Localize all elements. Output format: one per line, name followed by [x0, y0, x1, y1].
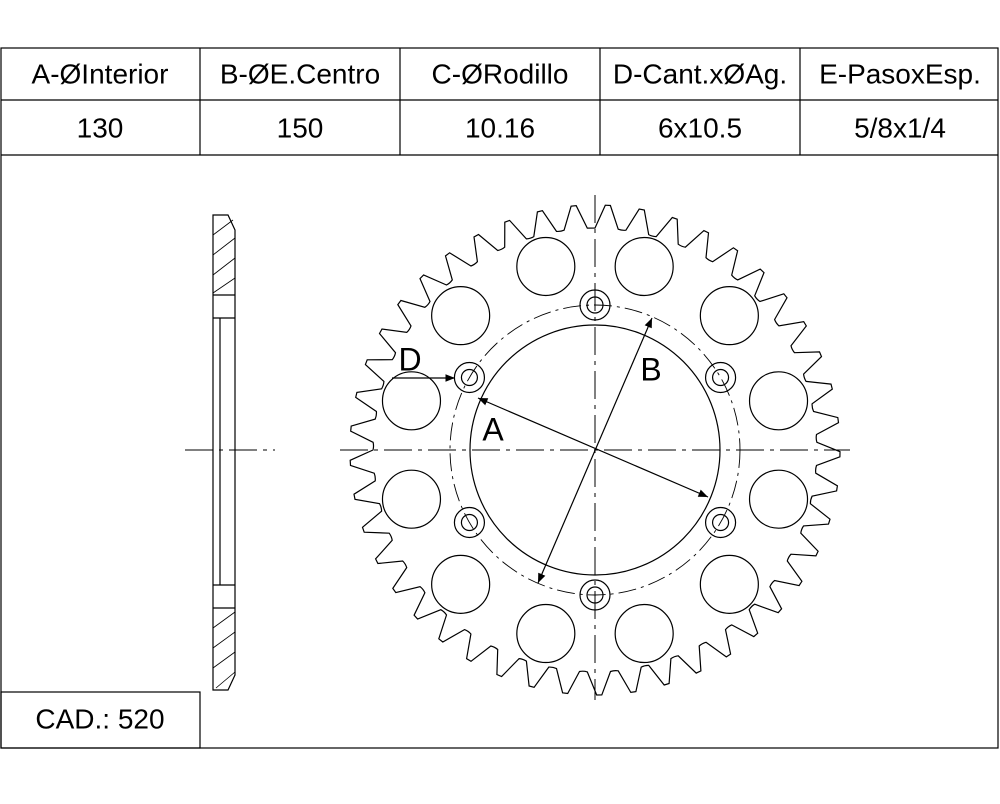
- lightening-hole: [748, 469, 809, 529]
- lightening-hole: [431, 554, 491, 614]
- bolt-hole: [586, 586, 604, 604]
- bolt-hole: [460, 368, 479, 387]
- label-d: D: [398, 341, 421, 377]
- bolt-circle: [449, 304, 741, 596]
- side-view: [212, 214, 236, 691]
- lightening-hole: [699, 554, 759, 614]
- bolt-boss: [704, 506, 737, 539]
- lightening-hole: [516, 603, 576, 664]
- lightening-hole: [614, 603, 674, 664]
- label-a: A: [482, 411, 504, 447]
- label-b: B: [640, 351, 661, 387]
- bolt-boss: [453, 506, 486, 539]
- header-cell: A-ØInterior: [32, 58, 169, 89]
- header-cell: B-ØE.Centro: [220, 58, 380, 89]
- header-cell: E-PasoxEsp.: [819, 58, 981, 89]
- value-cell: 10.16: [465, 112, 535, 143]
- bolt-hole: [586, 296, 604, 314]
- lightening-hole: [381, 469, 442, 529]
- lightening-hole: [431, 286, 491, 346]
- bolt-hole: [711, 513, 730, 532]
- header-cell: C-ØRodillo: [432, 58, 569, 89]
- header-cell: D-Cant.xØAg.: [613, 58, 787, 89]
- lightening-hole: [699, 286, 759, 346]
- lightening-hole: [516, 236, 576, 297]
- bolt-boss: [704, 361, 737, 394]
- frame: [0, 47, 999, 749]
- dimension-lines: [392, 317, 709, 584]
- cad-label: CAD.: 520: [35, 703, 164, 734]
- sprocket-outline: [349, 204, 841, 696]
- lightening-hole: [381, 371, 442, 431]
- spec-table: A-ØInterior B-ØE.Centro C-ØRodillo D-Cant.x…: [32, 58, 981, 143]
- lightening-hole: [748, 371, 809, 431]
- value-cell: 5/8x1/4: [854, 112, 946, 143]
- value-cell: 150: [277, 112, 324, 143]
- value-cell: 6x10.5: [658, 112, 742, 143]
- bolt-hole: [460, 513, 479, 532]
- bolt-hole: [711, 368, 730, 387]
- lightening-hole: [614, 236, 674, 297]
- value-cell: 130: [77, 112, 124, 143]
